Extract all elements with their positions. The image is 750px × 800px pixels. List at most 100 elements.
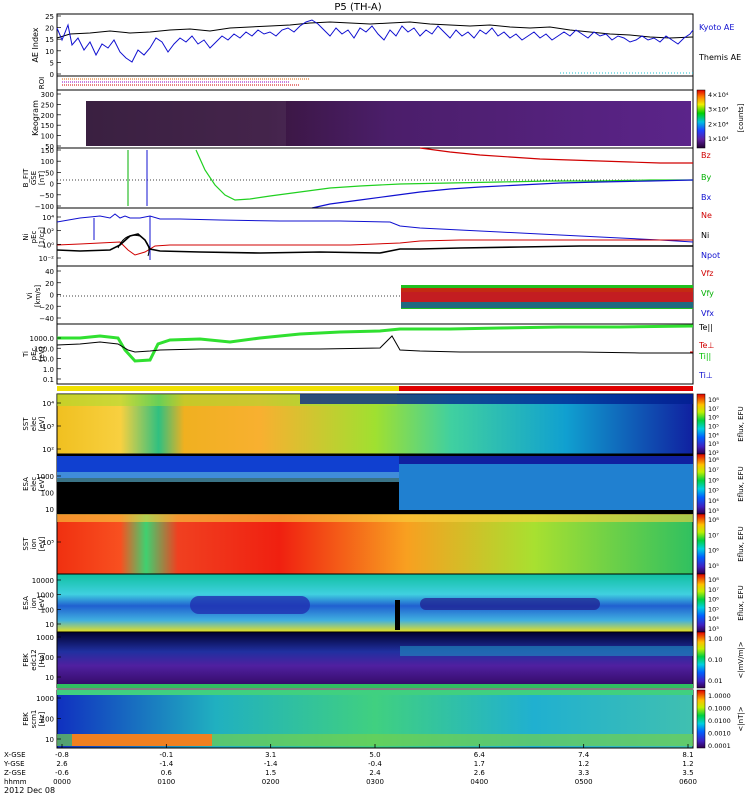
y-tick-label: 100: [41, 654, 54, 662]
esa-ion-colorbar: [696, 573, 706, 633]
y-tick-label: 5: [50, 59, 54, 67]
density-panel: 10⁴ 10² 10⁰ 10⁻² NipEc[1/cc] Ne Ni Npot: [22, 207, 720, 267]
colorbar-tick-label: 10⁷: [708, 531, 719, 539]
colorbar-tick-label: 10⁴: [708, 431, 719, 439]
time-axis-value: 3.5: [682, 769, 693, 777]
colorbar-tick-label: 1×10⁴: [708, 135, 729, 143]
y-tick-label: 10000: [32, 577, 54, 585]
time-axis-row-label: X-GSE: [4, 751, 26, 759]
y-tick-label: 150: [41, 147, 54, 155]
colorbar-tick-label: 10⁴: [708, 497, 719, 505]
fbk-scm-top-band: [57, 690, 693, 695]
esa-elec-colorbar: [696, 453, 706, 515]
esa-ion-dark-region: [190, 596, 310, 614]
legend-vfy: Vfy: [701, 289, 714, 298]
orbit-bar-red: [399, 386, 693, 391]
esa-elec-ylabel: ESAelec[eV]: [22, 476, 46, 491]
velocity-y-ticks: 40 20 0 −20 −40: [39, 268, 61, 323]
keogram-ylabel: Keogram: [31, 100, 40, 136]
fbk-edc-y-ticks: 1000 100 10: [36, 634, 61, 682]
fbk-edc-panel: 1000 100 10 1.00 0.10 0.01 FBKedc12[Hz] <|mV…: [22, 631, 745, 689]
date-label: 2012 Dec 08: [4, 786, 55, 795]
time-axis-value: 0200: [262, 778, 280, 786]
esa-ion-dark-region-2: [420, 598, 600, 610]
y-tick-label: 0: [50, 292, 54, 300]
time-axis-value: 2.6: [56, 760, 68, 768]
y-tick-label: −20: [39, 303, 54, 311]
y-tick-label: 250: [41, 101, 54, 109]
time-axis-value: -1.4: [159, 760, 173, 768]
time-axis-value: 0000: [53, 778, 71, 786]
keogram-panel: 300 250 200 150 100 50 4×10⁴ 3×10⁴ 2×10⁴ 1×10⁴ K…: [31, 89, 745, 151]
colorbar-tick-label: 10⁸: [708, 576, 719, 584]
legend-by: By: [701, 173, 711, 182]
legend-vfx: Vfx: [701, 309, 714, 318]
velocity-ylabel: Vi[km/s]: [26, 285, 42, 308]
sst-elec-colorbar: [696, 393, 706, 455]
time-axis-row-label: hhmm: [4, 778, 27, 786]
y-tick-label: 10²: [42, 446, 54, 454]
y-tick-label: 1000.0: [30, 335, 55, 343]
colorbar-tick-label: 10³: [708, 625, 719, 633]
y-tick-label: 40: [45, 268, 54, 276]
colorbar-tick-label: 4×10⁴: [708, 91, 729, 99]
time-axis-value: -0.6: [55, 769, 69, 777]
y-tick-label: 100: [41, 158, 54, 166]
y-tick-label: 200: [41, 112, 54, 120]
y-tick-label: 10.0: [38, 356, 54, 364]
time-axis-value: 6.4: [474, 751, 486, 759]
y-tick-label: 10⁴: [42, 400, 54, 408]
esa-elec-late-top: [399, 456, 693, 464]
fbk-scm-y-ticks: 1000 100 10: [36, 695, 61, 744]
temperature-panel-frame: [56, 323, 694, 385]
time-axis-value: 2.6: [474, 769, 486, 777]
colorbar-tick-label: 10⁸: [708, 396, 719, 404]
time-axis-value: -0.1: [159, 751, 173, 759]
series-line-bx: [311, 179, 694, 209]
time-axis-value: 0100: [157, 778, 175, 786]
fbk-edc-light-band: [400, 646, 693, 656]
roi-panel-frame: [56, 75, 694, 91]
legend-npot: Npot: [701, 251, 720, 260]
y-tick-label: −40: [39, 315, 54, 323]
fbk-edc-ylabel: FBKedc12[Hz]: [22, 649, 46, 671]
esa-elec-late-band: [399, 462, 693, 510]
esa-elec-panel: 1000 100 10 10⁸ 10⁷ 10⁶ 10⁵ 10⁴ 10³ ESAelec[eV]…: [22, 453, 745, 515]
time-axis-value: 1.5: [265, 769, 276, 777]
y-tick-label: 10⁻²: [39, 255, 55, 263]
roi-panel: ROI: [38, 75, 694, 91]
roi-ylabel: ROI: [38, 77, 46, 89]
fbk-edc-spectrogram: [56, 631, 694, 689]
y-tick-label: 100: [41, 606, 54, 614]
time-axis-value: 0400: [470, 778, 488, 786]
series-line-bz: [419, 147, 693, 164]
y-tick-label: 1.0: [43, 366, 54, 374]
time-axis-value: 7.4: [578, 751, 590, 759]
legend-te-par: Te||: [698, 323, 713, 332]
ae-ylabel: AE Index: [31, 27, 40, 62]
time-axis: X-GSE -0.8 -0.1 3.1 5.0 6.4 7.4 8.1 Y-GSE 2.6 -1.4…: [3, 744, 697, 786]
legend-ni: Ni: [701, 231, 709, 240]
velocity-panel: 40 20 0 −20 −40 Vi[km/s] Vfz Vfy Vfx: [26, 265, 714, 325]
time-axis-value: 1.2: [682, 760, 693, 768]
series-line-ne: [56, 239, 693, 256]
fbk-scm-colorbar-ticks: 1.0000 0.1000 0.0100 0.0010 0.0001: [708, 692, 731, 750]
keogram-colorbar: [696, 89, 706, 149]
temperature-y-ticks: 1000.0 100.0 10.0 1.0 0.1: [30, 335, 61, 384]
time-axis-value: 8.1: [682, 751, 693, 759]
y-tick-label: 10: [45, 736, 54, 744]
fbk-edc-colorbar: [696, 631, 706, 689]
esa-elec-mid-band: [57, 472, 399, 482]
sst-ion-spectrogram: [56, 513, 694, 575]
legend-ti-par: Ti||: [698, 352, 711, 361]
temperature-panel: 1000.0 100.0 10.0 1.0 0.1 TipEc[eV] Te|| Te⊥…: [22, 323, 714, 385]
esa-elec-cbar-label: Eflux, EFU: [737, 466, 745, 501]
sst-ion-colorbar: [696, 513, 706, 575]
ae-panel: 25 20 15 10 5 0 AE Index Kyoto AE Themis AE: [31, 13, 741, 79]
colorbar-tick-label: 10⁷: [708, 586, 719, 594]
y-tick-label: 10: [45, 48, 54, 56]
fbk-scm-panel: 1000 100 10 1.0000 0.1000 0.0100 0.0010 0.0001…: [22, 689, 745, 750]
